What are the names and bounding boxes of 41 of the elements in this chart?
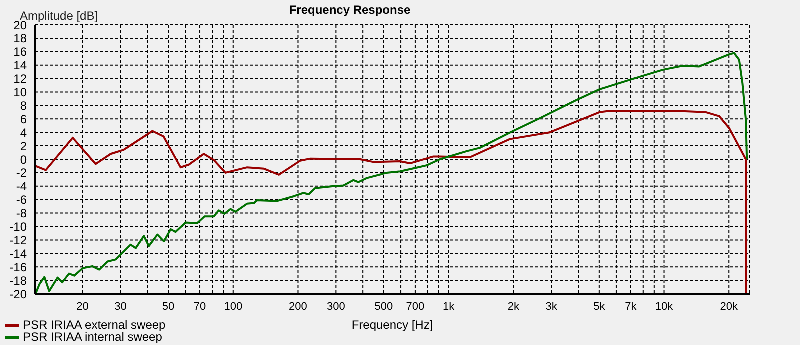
legend-label: PSR IRIAA internal sweep xyxy=(23,330,162,344)
x-tick-label: 500 xyxy=(374,300,394,313)
y-tick-label: 6 xyxy=(20,112,28,126)
x-tick-label: 20k xyxy=(720,300,738,313)
x-tick-label: 700 xyxy=(406,300,425,313)
x-tick-label: 200 xyxy=(289,300,308,313)
y-tick-label: 0 xyxy=(20,152,28,167)
y-tick-label: -14 xyxy=(10,246,28,261)
y-tick-label: -12 xyxy=(10,233,28,248)
y-tick-label: -18 xyxy=(10,274,28,288)
x-tick-label: 300 xyxy=(326,300,346,313)
legend-label: PSR IRIAA external sweep xyxy=(23,318,166,332)
y-tick-label: 16 xyxy=(14,45,28,60)
x-tick-label: 30 xyxy=(114,300,127,313)
y-tick-label: 10 xyxy=(14,86,28,100)
y-tick-label: 18 xyxy=(14,32,28,46)
x-tick-label: 7k xyxy=(625,300,638,313)
y-axis-title: Amplitude [dB] xyxy=(20,9,98,23)
x-tick-label: 2k xyxy=(508,300,520,313)
y-tick-label: 14 xyxy=(14,58,28,73)
x-axis-title: Frequency [Hz] xyxy=(352,318,434,332)
y-tick-label: 8 xyxy=(20,98,28,113)
x-tick-label: 20 xyxy=(76,300,89,313)
x-tick-label: 1k xyxy=(443,300,456,313)
y-tick-label: -20 xyxy=(10,287,28,302)
chart-title: Frequency Response xyxy=(288,3,412,17)
y-tick-label: -6 xyxy=(16,193,28,208)
y-tick-label: -16 xyxy=(10,260,28,274)
x-tick-label: 3k xyxy=(546,300,558,313)
y-tick-label: 4 xyxy=(20,126,28,140)
x-tick-label: 100 xyxy=(224,300,243,313)
x-tick-label: 10k xyxy=(655,300,674,313)
x-tick-label: 50 xyxy=(162,300,175,313)
y-tick-label: 2 xyxy=(20,139,28,154)
y-tick-label: -2 xyxy=(16,166,28,180)
x-tick-label: 70 xyxy=(194,300,206,313)
y-tick-label: -8 xyxy=(16,206,28,221)
y-tick-label: -10 xyxy=(10,220,28,234)
y-tick-label: -4 xyxy=(16,180,28,194)
y-tick-label: 12 xyxy=(14,72,28,86)
x-tick-label: 5k xyxy=(594,300,606,313)
